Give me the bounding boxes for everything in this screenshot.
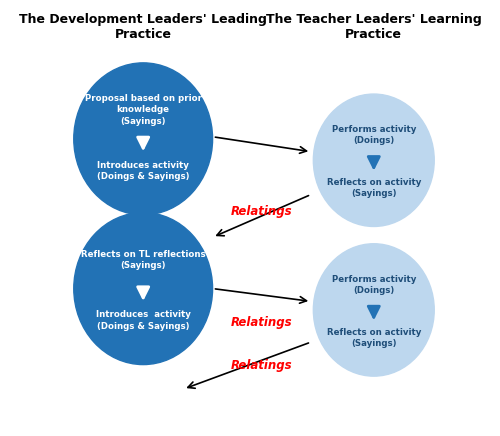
Text: Introduces activity
(Doings & Sayings): Introduces activity (Doings & Sayings) (97, 161, 190, 181)
Text: Performs activity
(Doings): Performs activity (Doings) (332, 275, 416, 295)
Ellipse shape (314, 94, 434, 226)
Text: Relatings: Relatings (231, 316, 292, 329)
Text: Performs activity
(Doings): Performs activity (Doings) (332, 125, 416, 145)
Text: The Teacher Leaders' Learning
Practice: The Teacher Leaders' Learning Practice (266, 13, 482, 41)
Ellipse shape (314, 244, 434, 376)
Text: Reflects on activity
(Sayings): Reflects on activity (Sayings) (326, 178, 421, 198)
Text: Introduces  activity
(Doings & Sayings): Introduces activity (Doings & Sayings) (96, 310, 190, 330)
Text: The Development Leaders' Leading
Practice: The Development Leaders' Leading Practic… (19, 13, 267, 41)
Text: Relatings: Relatings (231, 359, 292, 372)
Text: Relatings: Relatings (231, 205, 292, 218)
Text: Reflects on TL reflections
(Sayings): Reflects on TL reflections (Sayings) (81, 250, 206, 270)
Text: Reflects on activity
(Sayings): Reflects on activity (Sayings) (326, 328, 421, 348)
Ellipse shape (74, 212, 212, 364)
Ellipse shape (74, 63, 212, 215)
Text: Proposal based on prior
knowledge
(Sayings): Proposal based on prior knowledge (Sayin… (84, 95, 202, 126)
